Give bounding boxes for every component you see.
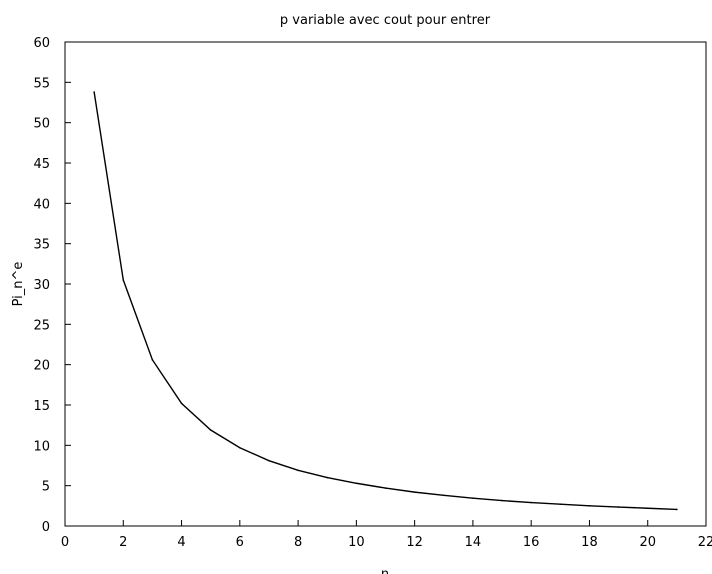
y-tick-label: 55 bbox=[33, 76, 50, 91]
data-point bbox=[646, 507, 649, 510]
y-axis-label: Pi_n^e bbox=[11, 262, 26, 307]
x-tick-label: 16 bbox=[523, 535, 540, 550]
y-tick-label: 0 bbox=[42, 520, 50, 535]
x-tick-label: 14 bbox=[465, 535, 482, 550]
x-tick-label: 22 bbox=[698, 535, 712, 550]
data-point bbox=[442, 494, 445, 497]
x-tick-label: 0 bbox=[61, 535, 69, 550]
y-tick-label: 40 bbox=[33, 197, 50, 212]
x-tick-label: 2 bbox=[119, 535, 127, 550]
data-point bbox=[326, 476, 329, 479]
y-tick-label: 5 bbox=[42, 480, 50, 495]
y-tick-label: 20 bbox=[33, 359, 50, 374]
x-tick-label: 4 bbox=[177, 535, 185, 550]
data-point bbox=[676, 508, 678, 511]
data-point bbox=[501, 499, 503, 502]
series-layer bbox=[93, 91, 678, 511]
data-point bbox=[472, 497, 474, 499]
x-ticks: 0 2 4 6 8 10 12 14 16 18 20 22 bbox=[61, 520, 712, 550]
data-point bbox=[93, 91, 95, 93]
data-point bbox=[384, 487, 387, 489]
x-tick-label: 6 bbox=[236, 535, 244, 550]
data-point bbox=[180, 402, 183, 405]
y-tick-label: 10 bbox=[33, 439, 50, 454]
y-tick-label: 50 bbox=[33, 117, 50, 132]
y-tick-label: 15 bbox=[33, 399, 50, 414]
y-tick-label: 60 bbox=[33, 36, 50, 51]
x-tick-label: 18 bbox=[581, 535, 598, 550]
chart-title: p variable avec cout pour entrer bbox=[280, 13, 491, 28]
data-point bbox=[530, 501, 532, 504]
data-point bbox=[297, 469, 299, 472]
data-point bbox=[355, 482, 358, 485]
data-point bbox=[588, 505, 591, 507]
x-tick-label: 10 bbox=[348, 535, 365, 550]
data-point bbox=[209, 429, 212, 431]
data-point bbox=[617, 506, 620, 508]
series-line-1 bbox=[93, 91, 677, 511]
data-point bbox=[559, 503, 562, 506]
data-point bbox=[239, 446, 241, 449]
y-tick-label: 25 bbox=[33, 318, 50, 333]
data-point bbox=[413, 491, 416, 493]
x-tick-label: 20 bbox=[639, 535, 656, 550]
data-point bbox=[268, 459, 270, 462]
y-tick-label: 30 bbox=[33, 278, 50, 293]
data-point bbox=[151, 359, 154, 361]
plot-frame bbox=[64, 41, 707, 527]
y-ticks: 0 5 10 15 20 25 30 35 40 45 50 55 60 bbox=[33, 36, 71, 535]
x-tick-label: 8 bbox=[294, 535, 302, 550]
x-tick-label: 12 bbox=[406, 535, 423, 550]
y-tick-label: 35 bbox=[33, 238, 50, 253]
x-axis-label: n bbox=[381, 567, 389, 574]
y-tick-label: 45 bbox=[33, 157, 50, 172]
data-point bbox=[122, 279, 125, 281]
